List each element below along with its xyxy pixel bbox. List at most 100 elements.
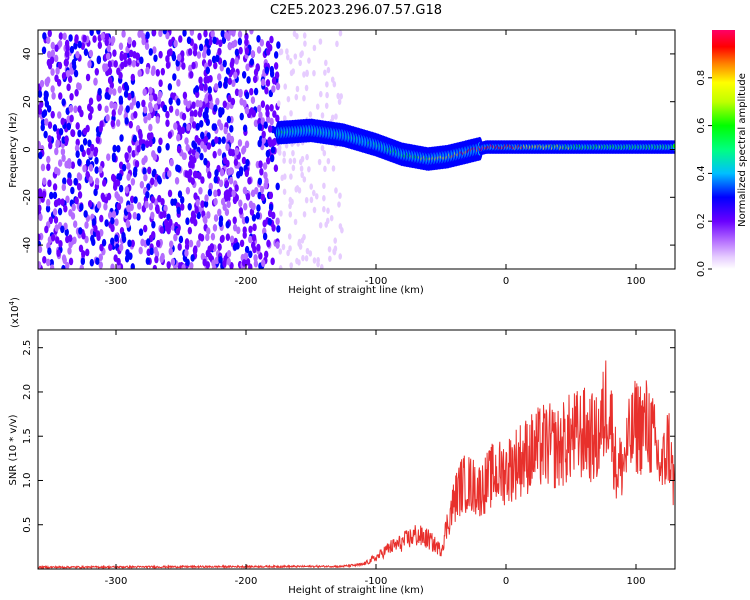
noise-cell bbox=[325, 81, 329, 88]
noise-cell bbox=[189, 216, 195, 224]
heatmap-x-tick-label: -100 bbox=[365, 276, 388, 287]
noise-cell bbox=[88, 176, 94, 184]
noise-cell bbox=[218, 39, 223, 48]
noise-cell bbox=[46, 76, 51, 85]
noise-cell bbox=[47, 135, 52, 143]
noise-cell bbox=[275, 217, 280, 226]
noise-cell bbox=[324, 221, 329, 228]
noise-cell bbox=[187, 48, 193, 56]
noise-cell bbox=[232, 243, 238, 251]
noise-cell bbox=[318, 38, 323, 45]
noise-cell bbox=[142, 88, 147, 96]
noise-cell bbox=[234, 147, 239, 156]
snr-y-ticks: 0.5 1.0 1.5 2.0 2.5 bbox=[22, 340, 675, 533]
noise-cell bbox=[144, 200, 149, 209]
noise-cell bbox=[118, 243, 124, 252]
snr-x-tick-label: 100 bbox=[626, 576, 645, 587]
noise-cell bbox=[135, 100, 141, 109]
noise-cell bbox=[275, 114, 280, 123]
noise-cell bbox=[186, 100, 191, 109]
noise-cell bbox=[187, 175, 193, 183]
noise-cell bbox=[208, 38, 213, 46]
noise-cell bbox=[191, 140, 196, 148]
noise-cell bbox=[67, 75, 73, 84]
noise-cell bbox=[243, 252, 249, 260]
noise-cell bbox=[155, 116, 160, 124]
noise-cell bbox=[107, 76, 113, 85]
noise-cell bbox=[167, 131, 173, 139]
noise-cell bbox=[249, 58, 255, 66]
noise-cell bbox=[222, 59, 227, 68]
noise-cell bbox=[205, 249, 210, 258]
noise-cell bbox=[219, 235, 225, 243]
noise-cell bbox=[164, 224, 170, 232]
noise-cell bbox=[261, 130, 266, 139]
noise-cell bbox=[104, 91, 109, 100]
noise-cell bbox=[73, 177, 78, 186]
noise-cell bbox=[244, 216, 250, 224]
noise-cell bbox=[262, 219, 267, 228]
noise-cell bbox=[198, 43, 204, 52]
noise-cell bbox=[257, 177, 263, 186]
noise-cell bbox=[251, 233, 257, 242]
noise-cell bbox=[312, 69, 316, 77]
noise-cell bbox=[38, 213, 43, 222]
noise-cell bbox=[132, 211, 137, 220]
noise-cell bbox=[77, 158, 82, 167]
noise-cell bbox=[280, 174, 285, 182]
noise-cell bbox=[64, 228, 69, 237]
noise-cell bbox=[253, 119, 259, 128]
noise-cell bbox=[112, 144, 117, 153]
noise-cell bbox=[243, 202, 248, 211]
noise-cell bbox=[143, 173, 148, 182]
noise-cell bbox=[42, 109, 48, 117]
noise-cell bbox=[182, 30, 187, 37]
noise-cell bbox=[56, 197, 62, 206]
noise-cell bbox=[137, 30, 142, 38]
noise-cell bbox=[157, 145, 162, 154]
noise-cell bbox=[242, 124, 248, 133]
noise-cell bbox=[231, 189, 236, 198]
noise-cell bbox=[61, 183, 66, 192]
noise-cell bbox=[150, 195, 156, 204]
snr-x-tick-label: -200 bbox=[235, 576, 258, 587]
noise-cell bbox=[202, 144, 208, 153]
noise-cell bbox=[65, 261, 70, 269]
noise-cell bbox=[283, 115, 287, 122]
noise-cell bbox=[215, 97, 220, 106]
snr-y-axis-label: SNR (10 * v/v) bbox=[8, 414, 19, 485]
noise-cell bbox=[148, 48, 153, 56]
noise-cell bbox=[160, 198, 165, 206]
noise-cell bbox=[89, 258, 95, 267]
noise-cell bbox=[198, 233, 203, 241]
noise-cell bbox=[241, 71, 247, 79]
noise-cell bbox=[102, 179, 107, 187]
heatmap-x-tick-label: -300 bbox=[105, 276, 128, 287]
noise-cell bbox=[127, 57, 132, 66]
noise-cell bbox=[45, 204, 51, 213]
noise-cell bbox=[256, 243, 261, 252]
noise-cell bbox=[267, 217, 272, 226]
noise-cell bbox=[120, 61, 125, 70]
noise-cell bbox=[93, 77, 98, 86]
noise-cell bbox=[336, 92, 341, 100]
noise-cell bbox=[61, 98, 66, 107]
noise-cell bbox=[249, 87, 254, 96]
noise-cell bbox=[278, 248, 283, 255]
noise-cell bbox=[129, 203, 134, 212]
noise-cell bbox=[99, 228, 104, 237]
noise-cell bbox=[143, 115, 148, 124]
noise-cell bbox=[263, 171, 268, 180]
noise-cell bbox=[65, 43, 70, 52]
noise-cell bbox=[264, 86, 269, 95]
noise-cell bbox=[198, 83, 204, 91]
noise-cell bbox=[68, 104, 74, 113]
noise-cell bbox=[260, 193, 266, 202]
noise-cell bbox=[81, 250, 86, 258]
noise-cell bbox=[228, 148, 233, 156]
noise-cell bbox=[173, 39, 178, 48]
noise-cell bbox=[165, 31, 170, 40]
noise-cell bbox=[174, 108, 180, 117]
noise-cell bbox=[216, 188, 221, 197]
noise-cell bbox=[168, 39, 173, 47]
